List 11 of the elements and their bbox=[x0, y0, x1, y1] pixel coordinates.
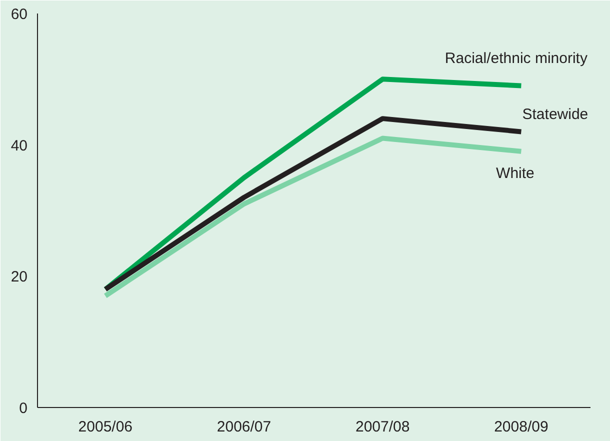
x-tick-label: 2008/09 bbox=[494, 418, 548, 436]
y-tick-label: 0 bbox=[19, 400, 28, 417]
y-tick-label: 40 bbox=[10, 137, 28, 154]
series-label: Racial/ethnic minority bbox=[444, 50, 588, 68]
x-tick-label: 2006/07 bbox=[216, 418, 272, 436]
y-tick-label: 20 bbox=[10, 268, 28, 286]
x-tick-label: 2007/08 bbox=[355, 418, 410, 436]
y-tick-label: 60 bbox=[10, 6, 28, 23]
x-tick-label: 2005/06 bbox=[78, 418, 133, 436]
series-label: White bbox=[496, 164, 534, 182]
series-label: Statewide bbox=[522, 106, 588, 124]
